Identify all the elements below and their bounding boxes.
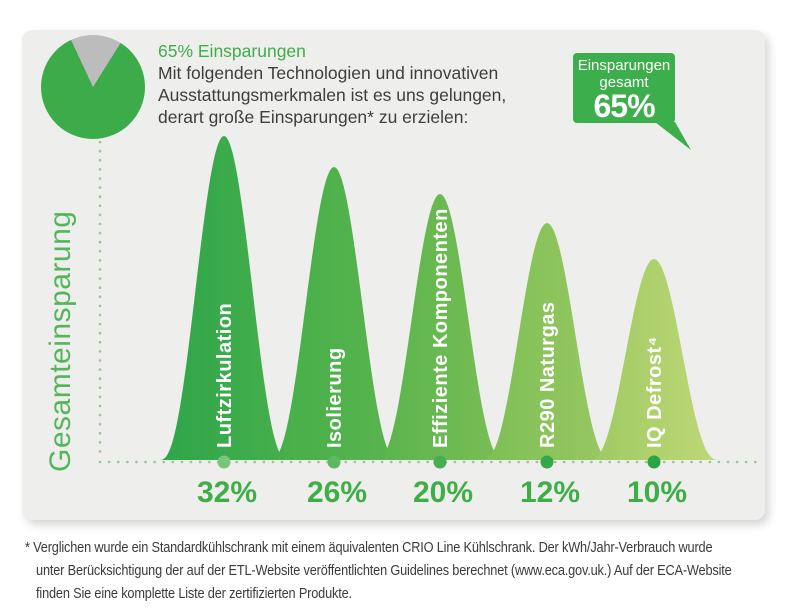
intro-text-line: Mit folgenden Technologien und innovativ…	[158, 63, 499, 83]
axis-dot	[433, 455, 447, 469]
chart-title: 65% Einsparungen	[158, 41, 306, 61]
peak-category-label: IQ Defrost⁴	[644, 336, 666, 448]
peak-shape	[590, 259, 718, 460]
peak-category-label: Effiziente Komponenten	[430, 208, 452, 448]
peak-shape	[483, 223, 611, 460]
header-block: 65% Einsparungen Mit folgenden Technolog…	[158, 40, 578, 128]
footnote: * Verglichen wurde ein Standardkühlschra…	[25, 536, 795, 605]
intro-text-line: derart große Einsparungen* zu erzielen:	[158, 107, 469, 127]
peak-shape	[270, 167, 398, 460]
footnote-line: unter Berücksichtigung der auf der ETL-W…	[36, 562, 732, 579]
badge-label-line: Einsparungen	[577, 56, 671, 74]
footnote-line: * Verglichen wurde ein Standardkühlschra…	[25, 539, 713, 556]
savings-pie-chart	[41, 35, 145, 139]
peak-shape	[160, 136, 288, 460]
axis-dot	[540, 455, 554, 469]
peak-value-label: 12%	[520, 476, 580, 509]
total-savings-badge: Einsparungen gesamt 65%	[573, 53, 675, 123]
axis-dot	[327, 455, 341, 469]
axis-dot	[647, 455, 661, 469]
peak-value-label: 10%	[627, 476, 687, 509]
footnote-line: finden Sie eine komplette Liste der zert…	[36, 585, 352, 602]
peak-category-label: R290 Naturgas	[537, 301, 559, 448]
peak-value-label: 26%	[307, 476, 367, 509]
peak-value-label: 20%	[413, 476, 473, 509]
intro-text-line: Ausstattungsmerkmalen ist es uns gelunge…	[158, 85, 507, 105]
axis-dot	[217, 455, 231, 469]
badge-label-line: gesamt	[599, 73, 649, 91]
badge-tail	[655, 122, 691, 150]
savings-peaks-chart: Luftzirkulation 32% Isolierung 26% Effizient…	[98, 136, 760, 509]
peak-category-label: Isolierung	[324, 347, 346, 448]
peak-category-label: Luftzirkulation	[214, 303, 236, 448]
peak-shape	[376, 194, 504, 460]
badge-value: 65%	[593, 87, 655, 124]
peak-value-label: 32%	[197, 476, 257, 509]
